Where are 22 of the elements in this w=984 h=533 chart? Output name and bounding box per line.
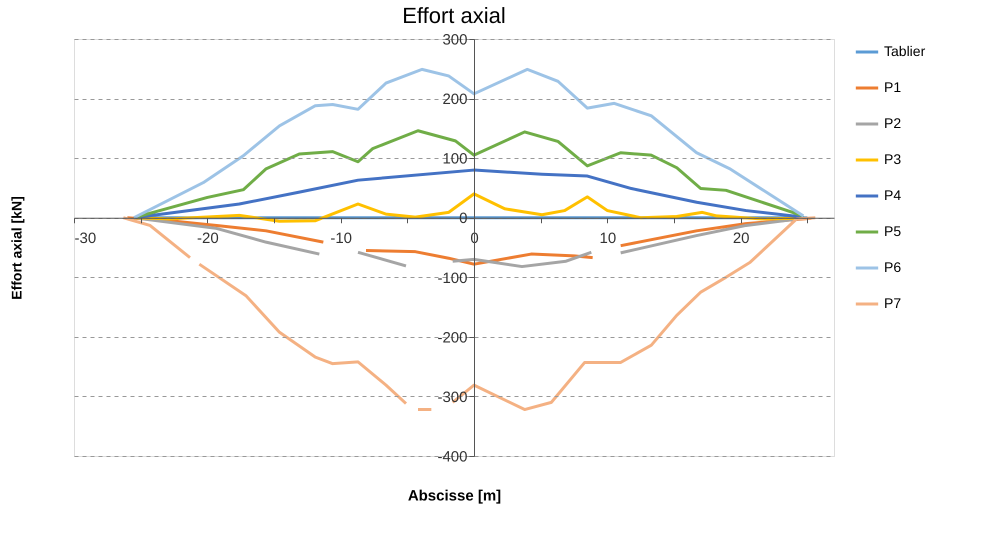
y-tick-label: -100 (437, 270, 468, 287)
legend-label: P4 (884, 187, 902, 203)
x-tick-label: 20 (732, 230, 750, 248)
legend-label: P3 (884, 151, 902, 167)
legend-label: P1 (884, 79, 902, 95)
legend-label: P2 (884, 115, 902, 131)
legend-label: P7 (884, 295, 902, 311)
y-tick-label: -200 (437, 329, 468, 346)
x-tick-label: -10 (330, 230, 352, 248)
y-tick-label: -400 (437, 448, 468, 466)
legend-label: P6 (884, 259, 902, 275)
legend-label: P5 (884, 223, 902, 239)
y-axis-title: Effort axial [kN] (8, 196, 24, 300)
y-tick-label: 100 (442, 150, 468, 168)
x-tick-label: -20 (196, 230, 219, 248)
x-axis-title: Abscisse [m] (408, 488, 502, 504)
y-tick-label: 200 (442, 91, 468, 108)
chart-title: Effort axial (402, 3, 506, 28)
y-tick-label: 300 (442, 32, 468, 48)
legend-label: Tablier (884, 43, 926, 59)
x-tick-label: -30 (74, 230, 96, 248)
x-tick-label: 10 (599, 230, 616, 248)
